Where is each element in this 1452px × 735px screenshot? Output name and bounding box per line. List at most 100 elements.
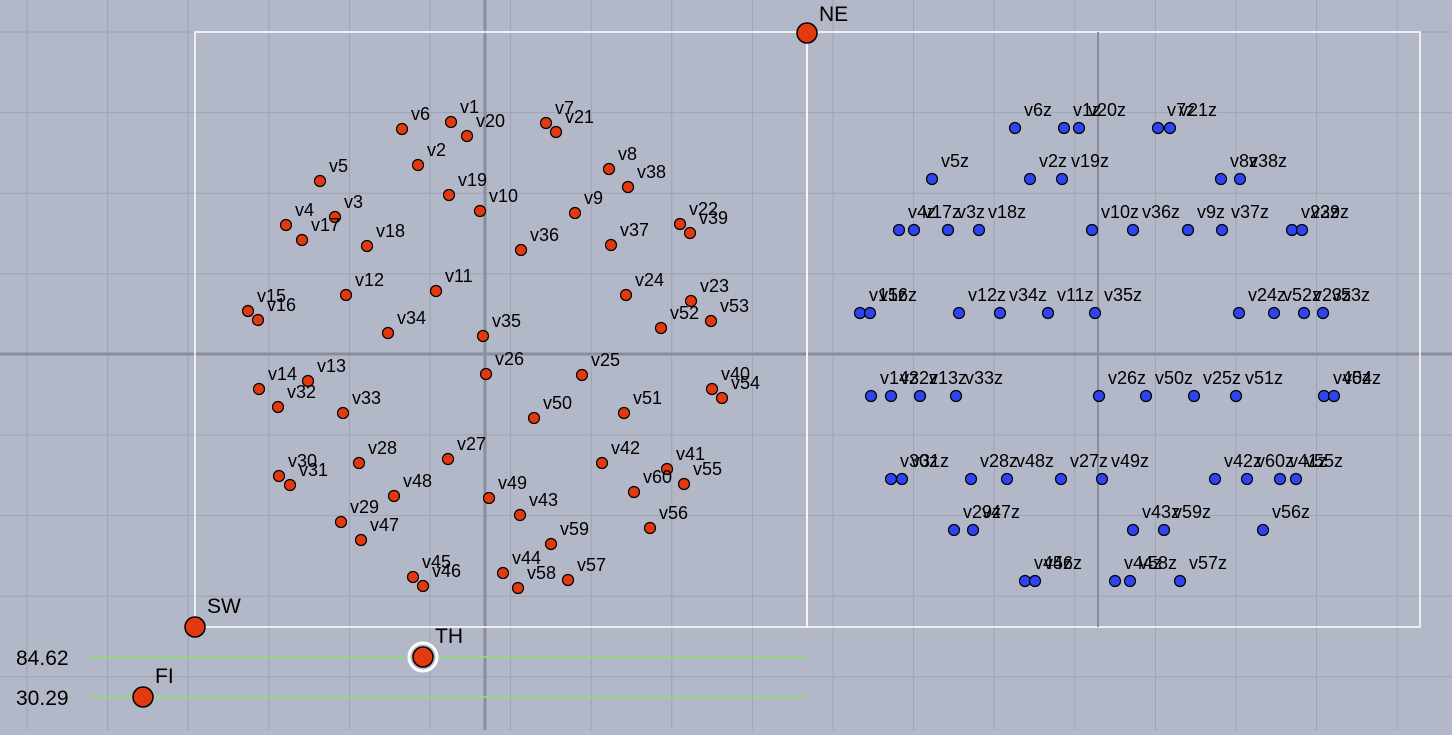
red-point-v46[interactable]: v46 — [416, 561, 462, 593]
point-marker[interactable] — [864, 389, 878, 403]
point-marker[interactable] — [993, 306, 1007, 320]
point-marker[interactable] — [617, 406, 631, 420]
red-point-v15[interactable]: v15 — [241, 286, 287, 318]
point-marker[interactable] — [1229, 389, 1243, 403]
point-marker[interactable] — [1095, 472, 1109, 486]
point-marker[interactable] — [352, 456, 366, 470]
point-marker[interactable] — [1267, 306, 1281, 320]
red-point-v21[interactable]: v21 — [549, 107, 595, 139]
point-marker[interactable] — [1054, 472, 1068, 486]
blue-point-v38z[interactable]: v38z — [1233, 151, 1288, 186]
point-marker[interactable] — [411, 158, 425, 172]
red-point-v12[interactable]: v12 — [339, 270, 385, 302]
point-marker[interactable] — [1214, 172, 1228, 186]
point-marker[interactable] — [479, 367, 493, 381]
blue-point-v40z[interactable]: v40z — [1317, 368, 1372, 403]
red-point-v44[interactable]: v44 — [496, 548, 542, 580]
point-marker[interactable] — [660, 462, 674, 476]
control-marker[interactable] — [412, 646, 434, 668]
red-point-v36[interactable]: v36 — [514, 225, 560, 257]
point-marker[interactable] — [1297, 306, 1311, 320]
blue-point-v60z[interactable]: v60z — [1240, 451, 1295, 486]
point-marker[interactable] — [972, 223, 986, 237]
point-marker[interactable] — [251, 313, 265, 327]
red-point-v4[interactable]: v4 — [279, 200, 315, 232]
control-point-th[interactable]: TH — [407, 625, 463, 673]
point-marker[interactable] — [272, 469, 286, 483]
red-point-v22[interactable]: v22 — [673, 199, 719, 231]
point-marker[interactable] — [1123, 574, 1137, 588]
red-point-v17[interactable]: v17 — [295, 215, 341, 247]
point-marker[interactable] — [715, 391, 729, 405]
blue-point-v14z[interactable]: v14z — [864, 368, 919, 403]
point-marker[interactable] — [328, 210, 342, 224]
blue-point-v3z[interactable]: v3z — [941, 202, 986, 237]
point-marker[interactable] — [1173, 574, 1187, 588]
point-marker[interactable] — [441, 452, 455, 466]
blue-point-v32z[interactable]: v32z — [884, 368, 939, 403]
blue-point-v52z[interactable]: v52z — [1267, 285, 1322, 320]
blue-point-v41z[interactable]: v41z — [1273, 451, 1328, 486]
point-marker[interactable] — [1018, 574, 1032, 588]
red-point-v5[interactable]: v5 — [313, 156, 349, 188]
point-marker[interactable] — [295, 233, 309, 247]
blue-point-v15z[interactable]: v15z — [853, 285, 908, 320]
blue-point-v39z[interactable]: v39z — [1295, 202, 1350, 237]
blue-point-v34z[interactable]: v34z — [993, 285, 1048, 320]
blue-point-v11z[interactable]: v11z — [1041, 285, 1094, 320]
blue-point-v49z[interactable]: v49z — [1095, 451, 1150, 486]
red-point-v1[interactable]: v1 — [444, 97, 480, 129]
red-point-v43[interactable]: v43 — [513, 490, 559, 522]
point-marker[interactable] — [892, 223, 906, 237]
control-point-sw[interactable]: SW — [184, 595, 241, 638]
point-marker[interactable] — [279, 218, 293, 232]
point-marker[interactable] — [1139, 389, 1153, 403]
point-marker[interactable] — [1256, 523, 1270, 537]
point-marker[interactable] — [684, 294, 698, 308]
blue-point-v20z[interactable]: v20z — [1072, 100, 1127, 135]
point-marker[interactable] — [514, 243, 528, 257]
point-marker[interactable] — [595, 456, 609, 470]
point-marker[interactable] — [947, 523, 961, 537]
red-point-v37[interactable]: v37 — [604, 220, 650, 252]
point-marker[interactable] — [619, 288, 633, 302]
blue-point-v58z[interactable]: v58z — [1123, 553, 1178, 588]
point-marker[interactable] — [1108, 574, 1122, 588]
point-marker[interactable] — [941, 223, 955, 237]
point-marker[interactable] — [884, 472, 898, 486]
blue-point-v25z[interactable]: v25z — [1187, 368, 1242, 403]
red-point-v13[interactable]: v13 — [301, 356, 347, 388]
red-point-v40[interactable]: v40 — [705, 364, 751, 396]
red-point-v9[interactable]: v9 — [568, 188, 604, 220]
blue-point-v23z[interactable]: v23z — [1297, 285, 1352, 320]
point-marker[interactable] — [568, 206, 582, 220]
red-point-v2[interactable]: v2 — [411, 140, 447, 172]
point-marker[interactable] — [473, 204, 487, 218]
red-point-v30[interactable]: v30 — [272, 451, 318, 483]
red-point-v3[interactable]: v3 — [328, 192, 364, 224]
point-marker[interactable] — [1055, 172, 1069, 186]
blue-point-v28z[interactable]: v28z — [964, 451, 1019, 486]
point-marker[interactable] — [683, 226, 697, 240]
point-marker[interactable] — [1008, 121, 1022, 135]
point-marker[interactable] — [1208, 472, 1222, 486]
red-point-v18[interactable]: v18 — [360, 221, 406, 253]
point-marker[interactable] — [513, 508, 527, 522]
point-marker[interactable] — [1295, 223, 1309, 237]
blue-point-v1z[interactable]: v1z — [1057, 100, 1102, 135]
point-marker[interactable] — [602, 162, 616, 176]
blue-point-v8z[interactable]: v8z — [1214, 151, 1259, 186]
blue-point-v57z[interactable]: v57z — [1173, 553, 1228, 588]
blue-point-v18z[interactable]: v18z — [972, 202, 1027, 237]
point-marker[interactable] — [1126, 223, 1140, 237]
red-point-v35[interactable]: v35 — [476, 311, 522, 343]
red-point-v25[interactable]: v25 — [575, 350, 621, 382]
blue-point-v9z[interactable]: v9z — [1181, 202, 1226, 237]
blue-point-v6z[interactable]: v6z — [1008, 100, 1053, 135]
blue-point-v42z[interactable]: v42z — [1208, 451, 1263, 486]
red-point-v24[interactable]: v24 — [619, 270, 665, 302]
blue-point-v13z[interactable]: v13z — [913, 368, 968, 403]
point-marker[interactable] — [627, 485, 641, 499]
